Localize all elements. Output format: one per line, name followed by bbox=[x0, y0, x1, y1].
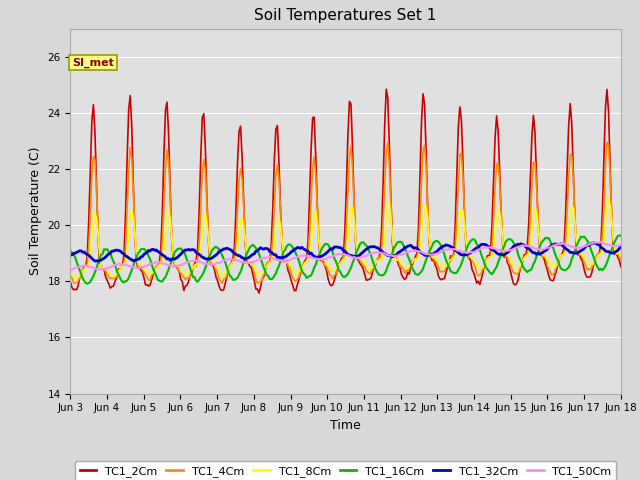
TC1_8Cm bbox=[605, 196, 612, 202]
Text: SI_met: SI_met bbox=[72, 57, 114, 68]
TC1_16Cm bbox=[588, 249, 595, 254]
X-axis label: Time: Time bbox=[330, 419, 361, 432]
TC1_50Cm bbox=[134, 265, 141, 271]
TC1_32Cm bbox=[136, 256, 143, 262]
TC1_4Cm bbox=[617, 257, 625, 263]
TC1_8Cm bbox=[308, 225, 316, 230]
TC1_32Cm bbox=[91, 258, 99, 264]
TC1_4Cm bbox=[232, 238, 240, 244]
TC1_16Cm bbox=[83, 281, 91, 287]
TC1_16Cm bbox=[260, 264, 268, 270]
TC1_8Cm bbox=[617, 252, 625, 258]
TC1_2Cm bbox=[382, 86, 390, 92]
TC1_32Cm bbox=[232, 252, 240, 257]
TC1_50Cm bbox=[307, 254, 315, 260]
TC1_32Cm bbox=[250, 251, 258, 256]
TC1_2Cm bbox=[230, 244, 238, 250]
TC1_16Cm bbox=[136, 249, 143, 255]
TC1_32Cm bbox=[617, 245, 625, 251]
TC1_2Cm bbox=[67, 279, 74, 285]
TC1_16Cm bbox=[232, 276, 240, 282]
TC1_50Cm bbox=[67, 267, 74, 273]
TC1_8Cm bbox=[67, 268, 74, 274]
TC1_2Cm bbox=[617, 264, 625, 270]
TC1_2Cm bbox=[134, 264, 141, 270]
Title: Soil Temperatures Set 1: Soil Temperatures Set 1 bbox=[255, 9, 436, 24]
TC1_50Cm bbox=[597, 239, 605, 245]
Legend: TC1_2Cm, TC1_4Cm, TC1_8Cm, TC1_16Cm, TC1_32Cm, TC1_50Cm: TC1_2Cm, TC1_4Cm, TC1_8Cm, TC1_16Cm, TC1… bbox=[75, 461, 616, 480]
TC1_2Cm bbox=[260, 275, 268, 280]
TC1_50Cm bbox=[617, 242, 625, 248]
TC1_2Cm bbox=[249, 272, 257, 277]
Line: TC1_2Cm: TC1_2Cm bbox=[70, 89, 621, 293]
TC1_8Cm bbox=[260, 269, 268, 275]
TC1_4Cm bbox=[218, 280, 226, 286]
TC1_2Cm bbox=[255, 290, 263, 296]
TC1_2Cm bbox=[308, 115, 316, 121]
TC1_50Cm bbox=[230, 257, 238, 263]
Line: TC1_50Cm: TC1_50Cm bbox=[70, 242, 621, 270]
TC1_32Cm bbox=[260, 246, 268, 252]
TC1_8Cm bbox=[136, 263, 143, 269]
TC1_50Cm bbox=[249, 259, 257, 265]
Line: TC1_32Cm: TC1_32Cm bbox=[70, 243, 621, 261]
TC1_50Cm bbox=[586, 241, 594, 247]
TC1_8Cm bbox=[232, 257, 240, 263]
Line: TC1_4Cm: TC1_4Cm bbox=[70, 143, 621, 283]
TC1_4Cm bbox=[588, 265, 595, 271]
TC1_4Cm bbox=[260, 272, 268, 277]
TC1_2Cm bbox=[589, 264, 597, 269]
TC1_16Cm bbox=[617, 233, 625, 239]
TC1_4Cm bbox=[134, 263, 141, 268]
TC1_16Cm bbox=[616, 233, 623, 239]
TC1_16Cm bbox=[250, 243, 258, 249]
Y-axis label: Soil Temperature (C): Soil Temperature (C) bbox=[29, 147, 42, 276]
TC1_32Cm bbox=[308, 252, 316, 258]
TC1_32Cm bbox=[588, 240, 595, 246]
TC1_8Cm bbox=[73, 275, 81, 281]
Line: TC1_8Cm: TC1_8Cm bbox=[70, 199, 621, 278]
TC1_16Cm bbox=[67, 248, 74, 254]
TC1_4Cm bbox=[603, 140, 611, 145]
TC1_8Cm bbox=[250, 265, 258, 271]
TC1_4Cm bbox=[250, 271, 258, 277]
Line: TC1_16Cm: TC1_16Cm bbox=[70, 236, 621, 284]
TC1_32Cm bbox=[589, 240, 597, 246]
TC1_8Cm bbox=[588, 260, 595, 266]
TC1_32Cm bbox=[67, 252, 74, 258]
TC1_16Cm bbox=[308, 269, 316, 275]
TC1_50Cm bbox=[258, 255, 266, 261]
TC1_4Cm bbox=[67, 272, 74, 278]
TC1_4Cm bbox=[308, 166, 316, 172]
